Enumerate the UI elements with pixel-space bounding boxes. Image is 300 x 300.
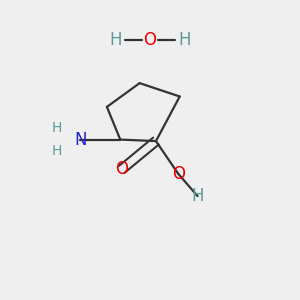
Text: H: H [51,121,62,135]
Text: H: H [110,31,122,49]
Text: H: H [51,145,62,158]
Text: H: H [191,187,204,205]
Text: N: N [74,130,86,148]
Text: H: H [178,31,190,49]
Text: O: O [115,160,128,178]
Text: O: O [143,31,157,49]
Text: O: O [172,165,185,183]
